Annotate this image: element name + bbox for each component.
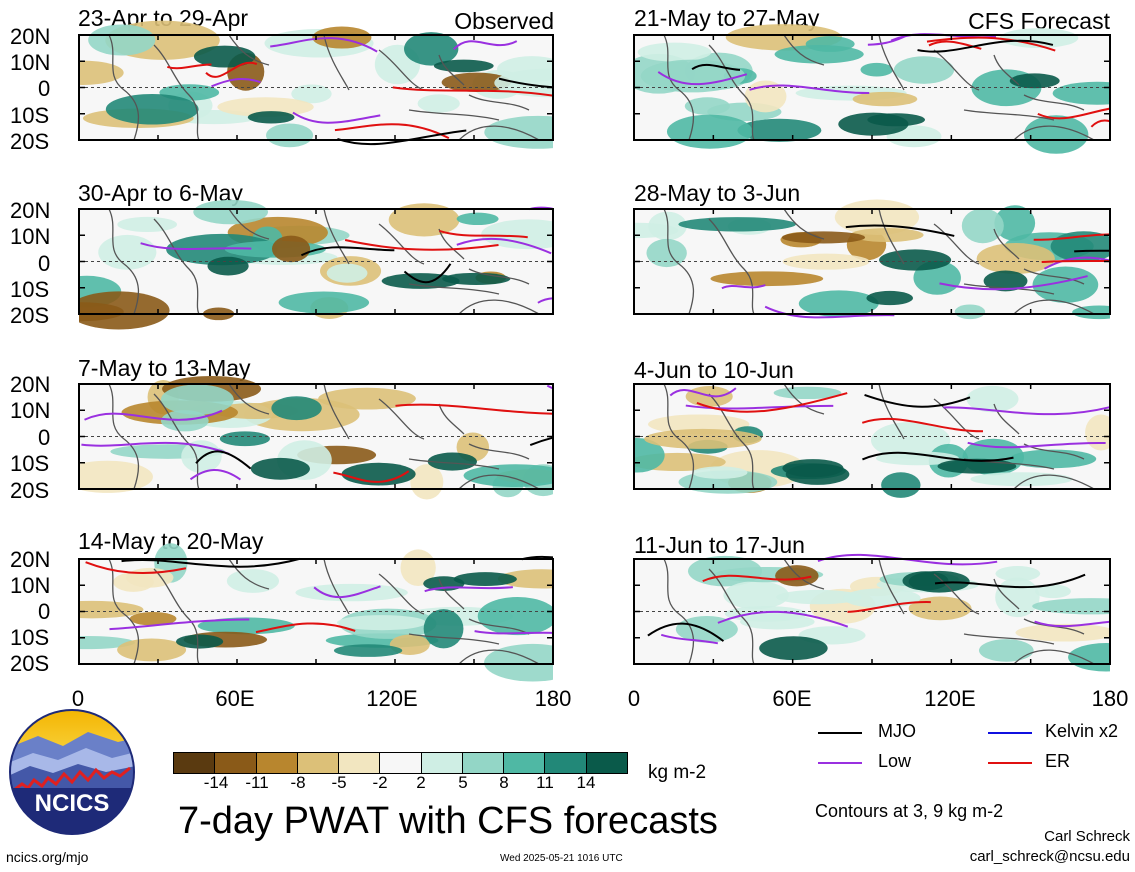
lat-label: 20S <box>10 303 50 328</box>
colorbar-swatches <box>173 752 628 774</box>
lon-label: 120E <box>366 686 418 711</box>
lon-label: 180 <box>534 686 572 711</box>
map-panel <box>633 383 1111 498</box>
lat-label: 20S <box>10 129 50 154</box>
lat-label: 0 <box>38 251 51 276</box>
timestamp: Wed 2025-05-21 1016 UTC <box>500 853 623 864</box>
lon-label: 0 <box>71 686 85 711</box>
lon-label: 60E <box>215 686 255 711</box>
lat-label: 20N <box>10 372 51 397</box>
lon-label: 60E <box>772 686 812 711</box>
figure-title: 7-day PWAT with CFS forecasts <box>178 800 718 842</box>
logo-text: NCICS <box>34 790 110 817</box>
map-panel <box>633 24 1111 154</box>
map-panel <box>633 199 1111 320</box>
author: Carl Schreck <box>1044 828 1130 845</box>
colorbar-tick: 5 <box>458 773 468 792</box>
ncics-logo: NCICS <box>8 708 136 836</box>
legend-line-low <box>818 762 862 764</box>
legend-line-mjo <box>818 732 862 734</box>
panel-label: Observed <box>454 8 554 34</box>
colorbar-tick: -14 <box>203 773 229 792</box>
colorbar-tick: -8 <box>290 773 306 792</box>
colorbar-tick: 14 <box>576 773 596 792</box>
colorbar-swatch <box>585 753 627 773</box>
colorbar-swatch <box>420 753 462 773</box>
lon-label: 120E <box>924 686 976 711</box>
lat-label: 10S <box>10 625 50 650</box>
lat-label: 10S <box>10 277 50 302</box>
map-panel <box>78 543 554 682</box>
colorbar-swatch <box>214 753 256 773</box>
legend-line-er <box>988 762 1032 764</box>
lat-label: 0 <box>38 76 51 101</box>
lat-label: 20S <box>10 478 50 503</box>
colorbar-swatch <box>379 753 421 773</box>
panel-title: 11-Jun to 17-Jun <box>634 532 805 558</box>
colorbar-swatch <box>338 753 380 773</box>
legend-line-kelvin <box>988 732 1032 734</box>
map-panels <box>78 20 1111 682</box>
panel-title: 28-May to 3-Jun <box>634 180 801 206</box>
lon-label: 0 <box>627 686 641 711</box>
lat-label: 10S <box>10 103 50 128</box>
lat-label: 10N <box>10 573 51 598</box>
lat-label: 0 <box>38 599 51 624</box>
colorbar-tick: -5 <box>331 773 347 792</box>
panel-title: 4-Jun to 10-Jun <box>634 357 794 383</box>
colorbar-tick: 2 <box>416 773 426 792</box>
colorbar-tick: -11 <box>245 773 269 792</box>
colorbar-swatch <box>544 753 586 773</box>
lat-label: 20S <box>10 651 50 676</box>
map-panel <box>78 20 554 149</box>
site-url: ncics.org/mjo <box>6 849 89 865</box>
lat-label: 10N <box>10 398 51 423</box>
lat-label: 10S <box>10 451 50 476</box>
ncics-logo-graphic <box>9 709 135 835</box>
legend-label-kelvin: Kelvin x2 <box>1045 721 1119 741</box>
lat-label: 20N <box>10 24 51 49</box>
lat-label: 0 <box>38 425 51 450</box>
map-panel <box>633 553 1111 672</box>
colorbar-tick: 11 <box>536 773 554 792</box>
lat-label: 20N <box>10 547 51 572</box>
colorbar-swatch <box>296 753 339 773</box>
legend-label-mjo: MJO <box>878 721 916 741</box>
colorbar-swatch <box>503 753 545 773</box>
map-panel <box>78 199 554 330</box>
colorbar-swatch <box>255 753 297 773</box>
colorbar <box>173 752 628 774</box>
lat-label: 10N <box>10 50 51 75</box>
legend-label-er: ER <box>1045 751 1071 771</box>
colorbar-units: kg m-2 <box>648 762 707 783</box>
legend-label-low: Low <box>878 751 912 771</box>
colorbar-swatch <box>174 753 215 773</box>
map-panel <box>78 375 554 500</box>
contours-note: Contours at 3, 9 kg m-2 <box>815 801 1004 821</box>
author-email: carl_schreck@ncsu.edu <box>969 848 1130 865</box>
colorbar-swatch <box>461 753 504 773</box>
lon-label: 180 <box>1091 686 1129 711</box>
colorbar-tick: -2 <box>372 773 388 792</box>
colorbar-tick: 8 <box>499 773 509 792</box>
lat-label: 20N <box>10 198 51 223</box>
lat-label: 10N <box>10 224 51 249</box>
